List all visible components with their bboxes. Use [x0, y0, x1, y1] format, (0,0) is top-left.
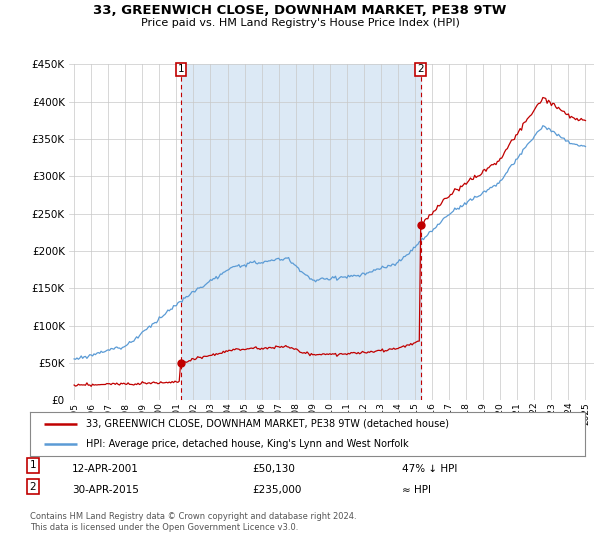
Text: 2: 2	[418, 64, 424, 74]
Text: 30-APR-2015: 30-APR-2015	[72, 485, 139, 495]
Text: HPI: Average price, detached house, King's Lynn and West Norfolk: HPI: Average price, detached house, King…	[86, 439, 408, 449]
Text: £50,130: £50,130	[252, 464, 295, 474]
Bar	[181, 64, 421, 400]
Text: 12-APR-2001: 12-APR-2001	[72, 464, 139, 474]
Text: 1: 1	[178, 64, 184, 74]
Text: £235,000: £235,000	[252, 485, 301, 495]
Text: 1: 1	[29, 460, 37, 470]
Text: ≈ HPI: ≈ HPI	[402, 485, 431, 495]
Text: 33, GREENWICH CLOSE, DOWNHAM MARKET, PE38 9TW (detached house): 33, GREENWICH CLOSE, DOWNHAM MARKET, PE3…	[86, 419, 449, 429]
Text: 47% ↓ HPI: 47% ↓ HPI	[402, 464, 457, 474]
Text: Price paid vs. HM Land Registry's House Price Index (HPI): Price paid vs. HM Land Registry's House …	[140, 18, 460, 28]
Text: Contains HM Land Registry data © Crown copyright and database right 2024.
This d: Contains HM Land Registry data © Crown c…	[30, 512, 356, 532]
Text: 33, GREENWICH CLOSE, DOWNHAM MARKET, PE38 9TW: 33, GREENWICH CLOSE, DOWNHAM MARKET, PE3…	[94, 4, 506, 17]
Text: 2: 2	[29, 482, 37, 492]
